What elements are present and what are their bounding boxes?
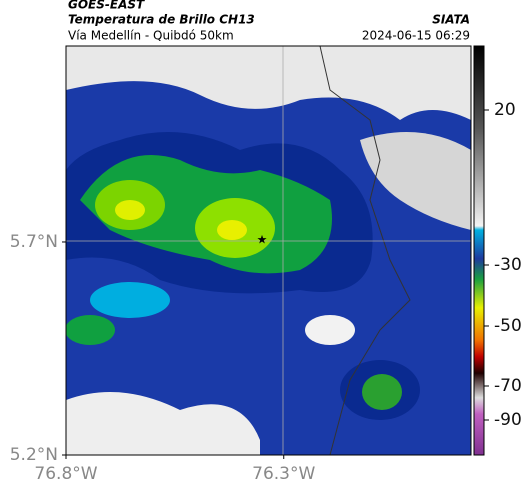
lon-tick-label: 76.8°W xyxy=(34,464,97,484)
colorbar-tick-label: -50 xyxy=(494,316,522,336)
colorbar-tick-label: -90 xyxy=(494,410,522,430)
lat-tick-label: 5.2°N xyxy=(10,445,58,465)
map-image: ★ xyxy=(66,46,471,455)
datetime: 2024-06-15 06:29 xyxy=(362,29,470,43)
map-frame xyxy=(65,45,472,456)
lat-tick-label: 5.7°N xyxy=(10,232,58,252)
location: Vía Medellín - Quibdó 50km xyxy=(68,29,234,43)
colorbar-tick-label: -70 xyxy=(494,376,522,396)
lon-tick-label: 76.3°W xyxy=(252,464,315,484)
title: GOES-EAST xyxy=(68,0,145,12)
colorbar-tick-label: 20 xyxy=(494,100,516,120)
colorbar-tick-label: -30 xyxy=(494,255,522,275)
source: SIATA xyxy=(432,13,470,27)
subtitle: Temperatura de Brillo CH13 xyxy=(68,13,255,27)
colorbar xyxy=(473,45,485,456)
svg-text:★: ★ xyxy=(257,233,268,247)
